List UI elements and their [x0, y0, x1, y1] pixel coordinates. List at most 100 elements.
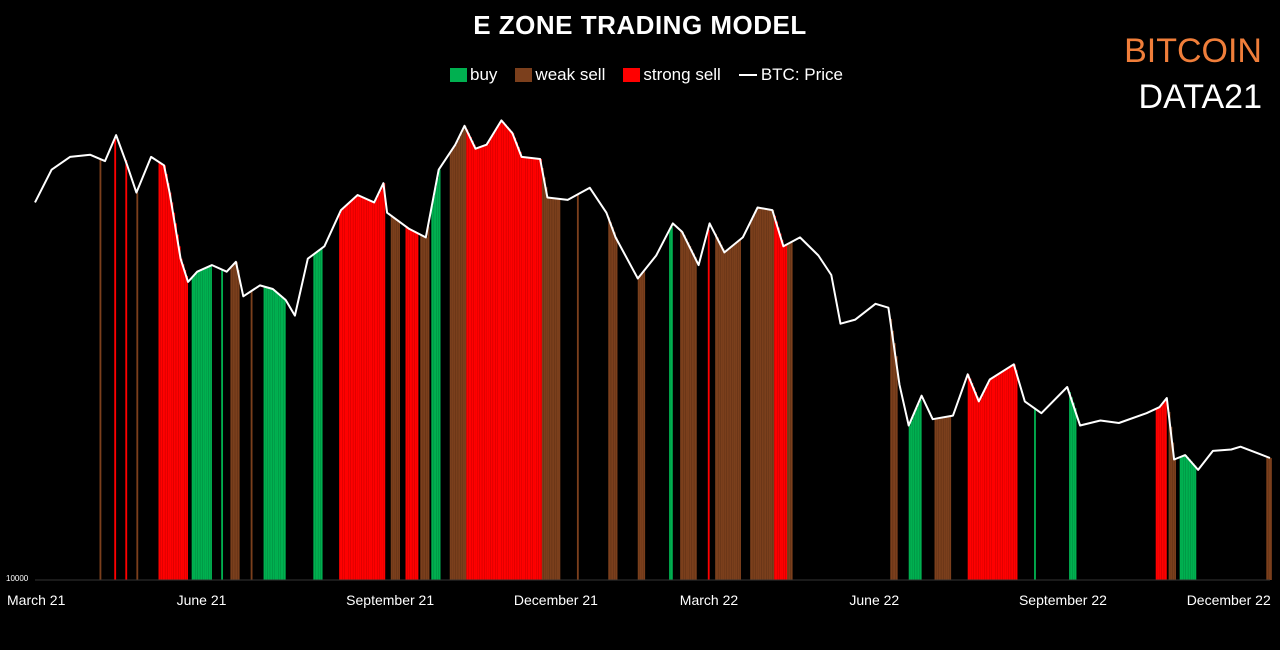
signal-bar-strong-sell	[973, 387, 976, 580]
signal-bar-weak-sell	[892, 330, 894, 580]
signal-bar-buy	[269, 287, 271, 580]
x-tick-label: March 22	[680, 592, 739, 608]
signal-bar-weak-sell	[420, 234, 423, 580]
signal-bar-strong-sell	[1008, 367, 1011, 580]
signal-bar-strong-sell	[986, 386, 988, 580]
legend-swatch-price	[738, 74, 757, 76]
signal-bar-weak-sell	[462, 129, 465, 580]
signal-bar-strong-sell	[125, 160, 128, 580]
signal-bar-buy	[1072, 402, 1075, 580]
signal-bar-weak-sell	[947, 416, 950, 580]
y-tick-label: 10000	[6, 574, 29, 583]
signal-bar-buy	[438, 169, 441, 580]
signal-bar-strong-sell	[975, 392, 977, 580]
signal-bar-weak-sell	[691, 249, 694, 580]
signal-bar-buy	[916, 408, 918, 580]
signal-bar-weak-sell	[554, 198, 557, 581]
signal-bar-strong-sell	[416, 232, 419, 580]
signal-bar-weak-sell	[99, 158, 102, 580]
brand-data21: DATA21	[1138, 78, 1262, 116]
signal-bar-strong-sell	[366, 199, 369, 580]
signal-bar-strong-sell	[481, 146, 483, 580]
signal-bar-strong-sell	[1155, 408, 1158, 580]
signal-bar-strong-sell	[1157, 408, 1160, 580]
signal-bar-buy	[914, 412, 917, 580]
signal-bar-strong-sell	[1013, 364, 1016, 580]
signal-bar-weak-sell	[422, 235, 424, 580]
signal-bar-strong-sell	[414, 231, 417, 580]
signal-bar-strong-sell	[997, 374, 1000, 580]
signal-bar-strong-sell	[363, 197, 365, 580]
legend-label-buy: buy	[470, 65, 498, 84]
signal-bar-strong-sell	[348, 203, 351, 580]
signal-bar-weak-sell	[790, 242, 793, 580]
signal-bar-weak-sell	[230, 267, 233, 580]
signal-bar-buy	[263, 286, 266, 580]
signal-bar-strong-sell	[466, 129, 469, 580]
signal-bar-strong-sell	[158, 161, 161, 580]
signal-bar-strong-sell	[340, 210, 343, 580]
signal-bar-weak-sell	[731, 246, 734, 580]
signal-bar-buy	[204, 268, 207, 580]
legend-swatch-buy	[450, 68, 467, 82]
signal-bar-strong-sell	[514, 137, 517, 581]
legend-item-strong-sell: strong sell	[623, 65, 721, 85]
x-axis-ticks: March 21 June 21 September 21 December 21 Ma…	[7, 592, 1271, 608]
signal-bar-buy	[210, 265, 212, 580]
signal-bar-weak-sell	[639, 276, 642, 580]
signal-bar-weak-sell	[396, 219, 399, 581]
signal-bar-weak-sell	[788, 243, 791, 580]
x-tick-label: September 22	[1019, 592, 1107, 608]
signal-bar-strong-sell	[978, 401, 981, 580]
signal-bar-strong-sell	[164, 165, 166, 580]
signal-bar-buy	[191, 277, 194, 580]
signal-bar-weak-sell	[787, 244, 789, 580]
signal-bar-strong-sell	[379, 190, 382, 580]
signal-bar-strong-sell	[777, 227, 780, 580]
legend-label-strong-sell: strong sell	[643, 65, 721, 84]
signal-bar-strong-sell	[976, 396, 979, 580]
x-tick-label: June 21	[177, 592, 227, 608]
signal-bar-strong-sell	[470, 136, 472, 580]
signal-bar-weak-sell	[772, 210, 775, 580]
signal-bar-weak-sell	[949, 416, 952, 580]
signal-bar-weak-sell	[766, 209, 769, 580]
signal-bar-strong-sell	[359, 195, 362, 580]
signal-bar-strong-sell	[707, 229, 710, 580]
signal-bar-buy	[919, 399, 922, 580]
signal-bar-strong-sell	[984, 390, 987, 580]
signal-bar-buy	[908, 425, 911, 580]
signal-bar-buy	[208, 266, 211, 580]
signal-bar-buy	[278, 293, 281, 580]
signal-bar-weak-sell	[423, 236, 426, 581]
signal-bar-weak-sell	[558, 198, 561, 581]
signal-bar-buy	[910, 421, 913, 580]
signal-bar-strong-sell	[361, 196, 364, 580]
signal-bar-strong-sell	[495, 129, 498, 580]
signal-bar-strong-sell	[1004, 370, 1007, 580]
signal-bar-weak-sell	[235, 261, 238, 580]
signal-bar-buy	[270, 288, 273, 580]
signal-bar-strong-sell	[167, 183, 170, 580]
legend-swatch-weak-sell	[515, 68, 533, 82]
signal-bar-buy	[282, 296, 284, 580]
signal-bar-strong-sell	[967, 374, 970, 580]
signal-bar-weak-sell	[768, 209, 771, 581]
signal-bar-weak-sell	[753, 214, 756, 580]
signal-bar-strong-sell	[182, 264, 185, 580]
signal-bar-weak-sell	[720, 244, 723, 580]
signal-bar-buy	[912, 416, 915, 580]
signal-bar-buy	[1074, 408, 1077, 580]
signal-bar-strong-sell	[475, 148, 478, 580]
signal-bar-strong-sell	[346, 204, 349, 580]
signal-bar-strong-sell	[1000, 372, 1003, 580]
signal-bar-strong-sell	[993, 377, 996, 580]
signal-bar-strong-sell	[493, 132, 496, 581]
signal-bar-strong-sell	[525, 157, 528, 581]
signal-bar-buy	[320, 249, 323, 580]
brand-bitcoin: BITCOIN	[1124, 32, 1262, 70]
signal-bar-weak-sell	[427, 226, 430, 580]
signal-bar-strong-sell	[486, 144, 489, 581]
signal-bar-weak-sell	[641, 273, 644, 580]
signal-bar-weak-sell	[237, 270, 240, 580]
